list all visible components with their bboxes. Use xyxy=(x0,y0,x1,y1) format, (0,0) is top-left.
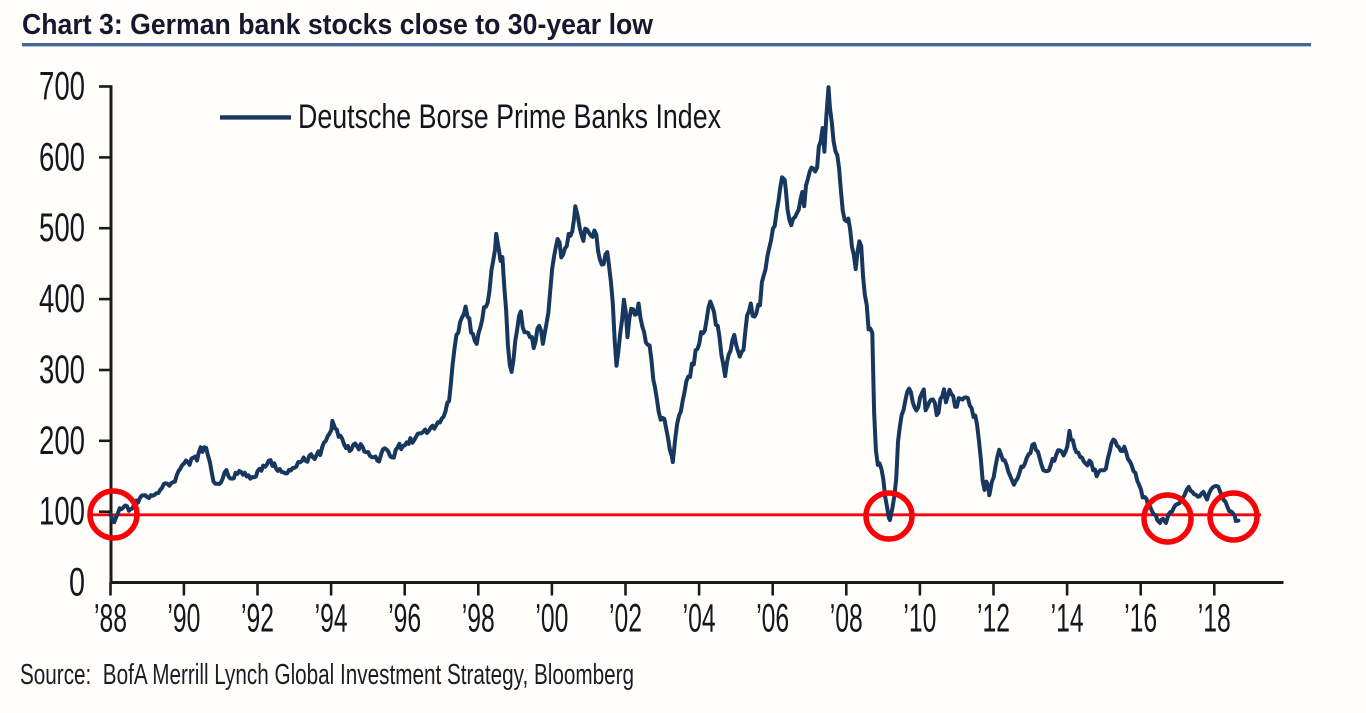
svg-text:’04: ’04 xyxy=(683,597,716,641)
svg-text:’88: ’88 xyxy=(94,597,127,641)
svg-text:600: 600 xyxy=(39,135,85,179)
svg-text:’16: ’16 xyxy=(1124,597,1157,641)
svg-text:’98: ’98 xyxy=(462,597,495,641)
svg-text:100: 100 xyxy=(39,490,85,534)
svg-text:Chart 3: German bank stocks cl: Chart 3: German bank stocks close to 30-… xyxy=(22,9,653,41)
svg-text:’94: ’94 xyxy=(315,597,348,641)
svg-text:’96: ’96 xyxy=(388,597,421,641)
svg-text:’10: ’10 xyxy=(903,597,936,641)
svg-text:0: 0 xyxy=(69,561,85,605)
svg-text:200: 200 xyxy=(39,419,85,463)
svg-text:’06: ’06 xyxy=(756,597,789,641)
svg-text:300: 300 xyxy=(39,348,85,392)
svg-text:400: 400 xyxy=(39,277,85,321)
svg-text:’12: ’12 xyxy=(977,597,1010,641)
svg-text:’08: ’08 xyxy=(830,597,863,641)
svg-text:’02: ’02 xyxy=(609,597,642,641)
svg-text:’14: ’14 xyxy=(1051,597,1084,641)
svg-text:’90: ’90 xyxy=(167,597,200,641)
svg-text:’92: ’92 xyxy=(241,597,274,641)
svg-text:’18: ’18 xyxy=(1198,597,1231,641)
svg-text:Deutsche Borse Prime Banks Ind: Deutsche Borse Prime Banks Index xyxy=(298,98,721,136)
svg-text:500: 500 xyxy=(39,206,85,250)
svg-text:700: 700 xyxy=(39,65,85,109)
svg-text:’00: ’00 xyxy=(535,597,568,641)
svg-text:Source: BofA Merrill Lynch Gl: Source: BofA Merrill Lynch Global Invest… xyxy=(20,659,634,691)
